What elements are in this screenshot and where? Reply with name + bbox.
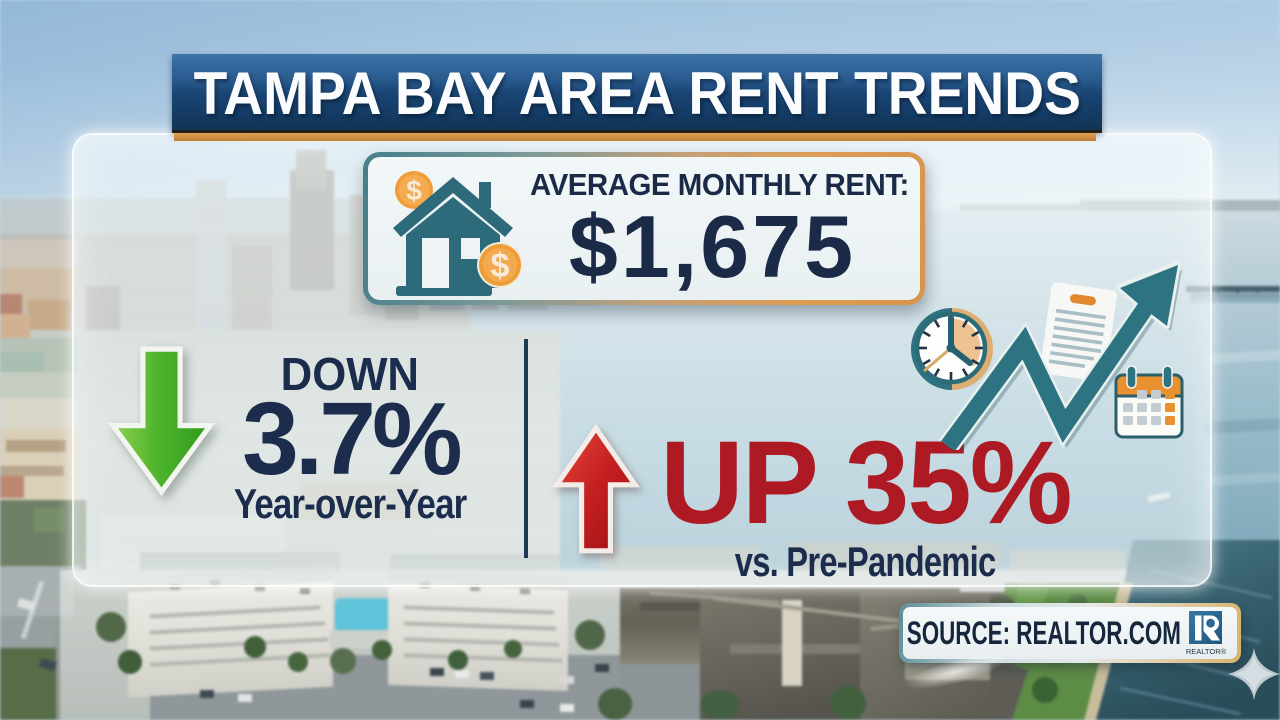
svg-text:REALTOR®: REALTOR® — [1186, 647, 1227, 656]
svg-text:$: $ — [406, 175, 422, 206]
svg-text:$: $ — [491, 247, 510, 285]
